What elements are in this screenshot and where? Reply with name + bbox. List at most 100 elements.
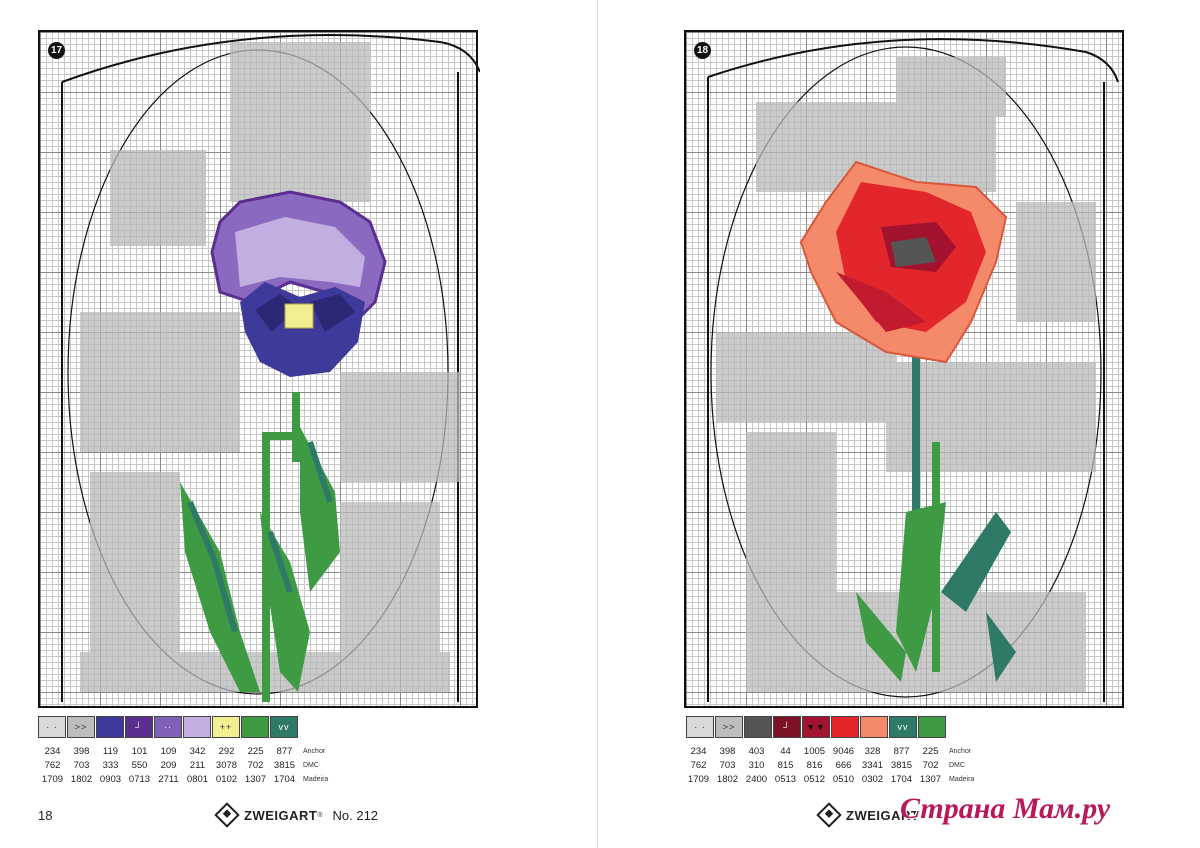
right-page: 18 [598,0,1200,848]
swatch: >> [715,716,743,738]
anchor-code: 9046 [832,746,855,757]
swatch: vv [889,716,917,738]
poppy-flower [799,160,1008,364]
page-number: 18 [38,808,53,823]
brand-name: ZWEIGART [846,807,920,823]
madeira-code: 1704 [890,774,913,785]
madeira-code: 0713 [128,774,151,785]
brand-name: ZWEIGART [244,807,318,823]
madeira-code: 0510 [832,774,855,785]
dmc-code: 762 [44,760,61,771]
frame-arch [707,38,1119,83]
madeira-code: 0302 [861,774,884,785]
frame-arch [61,34,480,83]
swatch: ·· [154,716,182,738]
madeira-code: 1802 [716,774,739,785]
swatch: · · [38,716,66,738]
dmc-code: 666 [835,760,852,771]
pansy-stem-leaves [180,392,340,702]
swatch [831,716,859,738]
anchor-code: 877 [893,746,910,757]
dmc-code: 702 [922,760,939,771]
swatch: >> [67,716,95,738]
color-key-swatches: · · >> ┘ ▼▼ vv [686,716,947,738]
madeira-codes-row: 1709 1802 0903 0713 2711 0801 0102 1307 … [38,774,328,785]
dmc-code: 550 [131,760,148,771]
color-key-swatches: · · >> ┘ ·· ++ vv [38,716,299,738]
madeira-code: 0903 [99,774,122,785]
anchor-label: Anchor [303,748,326,755]
madeira-code: 1709 [41,774,64,785]
dmc-code: 3078 [215,760,238,771]
anchor-codes-row: 234 398 403 44 1005 9046 328 877 225 Anc… [684,746,972,757]
anchor-code: 225 [922,746,939,757]
madeira-code: 0513 [774,774,797,785]
madeira-code: 0801 [186,774,209,785]
madeira-code: 1307 [919,774,942,785]
swatch: vv [270,716,298,738]
dmc-code: 3815 [273,760,296,771]
dmc-codes-row: 762 703 333 550 209 211 3078 702 3815 DM… [38,760,319,771]
dmc-code: 310 [748,760,765,771]
swatch [744,716,772,738]
anchor-code: 342 [189,746,206,757]
dmc-code: 209 [160,760,177,771]
swatch [860,716,888,738]
dmc-code: 3341 [861,760,884,771]
site-watermark: Страна Мам.ру [900,792,1111,825]
swatch [183,716,211,738]
madeira-code: 1307 [244,774,267,785]
poppy-chart: 18 [684,30,1124,708]
madeira-code: 0102 [215,774,238,785]
madeira-label: Madeira [949,776,975,783]
anchor-code: 877 [276,746,293,757]
zweigart-logo-icon [214,802,240,828]
anchor-code: 109 [160,746,177,757]
poppy-motif [707,38,1119,702]
anchor-code: 119 [102,746,119,757]
dmc-codes-row: 762 703 310 815 816 666 3341 3815 702 DM… [684,760,965,771]
brand: ZWEIGART ® No. 212 [214,802,379,828]
swatch: ┘ [125,716,153,738]
chart-number-badge: 18 [694,42,711,59]
swatch [96,716,124,738]
dmc-label: DMC [303,762,319,769]
background-shadow [716,57,1096,692]
background-shadow [80,42,460,692]
pansy-flower [210,190,387,377]
swatch [918,716,946,738]
anchor-code: 225 [247,746,264,757]
madeira-code: 1802 [70,774,93,785]
madeira-code: 0512 [803,774,826,785]
dmc-code: 816 [806,760,823,771]
anchor-code: 398 [719,746,736,757]
madeira-code: 2400 [745,774,768,785]
pansy-chart: 17 [38,30,480,708]
anchor-code: 101 [131,746,148,757]
anchor-code: 44 [780,746,791,757]
chart-number-badge: 17 [48,42,65,59]
anchor-code: 403 [748,746,765,757]
dmc-code: 702 [247,760,264,771]
dmc-code: 815 [777,760,794,771]
issue-number: No. 212 [332,807,379,823]
dmc-label: DMC [949,762,965,769]
poppy-stem-leaves [856,352,1016,682]
madeira-codes-row: 1709 1802 2400 0513 0512 0510 0302 1704 … [684,774,974,785]
anchor-code: 328 [864,746,881,757]
dmc-code: 703 [719,760,736,771]
dmc-code: 211 [189,760,206,771]
pansy-motif [61,34,480,702]
madeira-label: Madeira [303,776,329,783]
madeira-code: 2711 [158,774,179,785]
dmc-code: 333 [102,760,119,771]
frame-oval [710,46,1102,698]
anchor-codes-row: 234 398 119 101 109 342 292 225 877 Anch… [38,746,326,757]
swatch: ++ [212,716,240,738]
dmc-code: 703 [73,760,90,771]
swatch [241,716,269,738]
anchor-code: 398 [73,746,90,757]
swatch: ┘ [773,716,801,738]
madeira-code: 1709 [687,774,710,785]
dmc-code: 762 [690,760,707,771]
